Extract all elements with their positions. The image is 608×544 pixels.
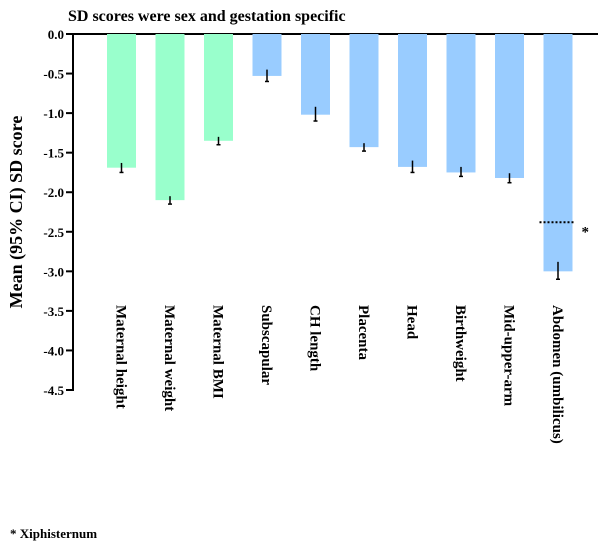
y-tick-label: -2.5 — [43, 225, 64, 240]
bar — [349, 34, 379, 148]
bar — [204, 34, 233, 141]
bar — [252, 34, 282, 76]
bars — [107, 34, 573, 272]
bar — [543, 34, 573, 272]
y-tick-label: 0.0 — [48, 27, 64, 42]
footnote: * Xiphisternum — [10, 526, 97, 541]
category-label: Abdomen (umbilicus) — [549, 305, 565, 444]
category-label: Birthweight — [452, 305, 468, 382]
y-tick-label: -3.0 — [43, 264, 64, 279]
annotation-label: * — [582, 224, 590, 240]
category-label: Placenta — [355, 305, 371, 360]
category-label: Mid-upper-arm — [501, 305, 517, 407]
y-tick-label: -1.0 — [43, 106, 64, 121]
chart-title: SD scores were sex and gestation specifi… — [68, 8, 346, 25]
bar — [446, 34, 476, 173]
bar — [301, 34, 330, 115]
y-tick-label: -3.5 — [43, 304, 64, 319]
y-tick-label: -2.0 — [43, 185, 64, 200]
y-tick-label: -1.5 — [43, 146, 64, 161]
category-label: Maternal weight — [161, 305, 177, 411]
bar — [495, 34, 524, 178]
category-label: Maternal BMI — [210, 305, 226, 399]
category-labels: Maternal height Maternal weight Maternal B… — [113, 305, 566, 444]
y-tick-label: -4.0 — [43, 343, 64, 358]
annotation: * — [539, 221, 590, 240]
category-label: Head — [404, 305, 420, 340]
category-label: Maternal height — [113, 305, 129, 409]
bar — [155, 34, 185, 201]
bar — [398, 34, 427, 167]
category-label: CH length — [307, 305, 323, 372]
category-label: Subscapular — [258, 305, 274, 385]
y-axis-label: Mean (95% CI) SD score — [6, 116, 27, 309]
y-tick-label: -4.5 — [43, 383, 64, 398]
y-tick-label: -0.5 — [43, 67, 64, 82]
error-bars — [119, 69, 560, 280]
bar — [107, 34, 136, 168]
